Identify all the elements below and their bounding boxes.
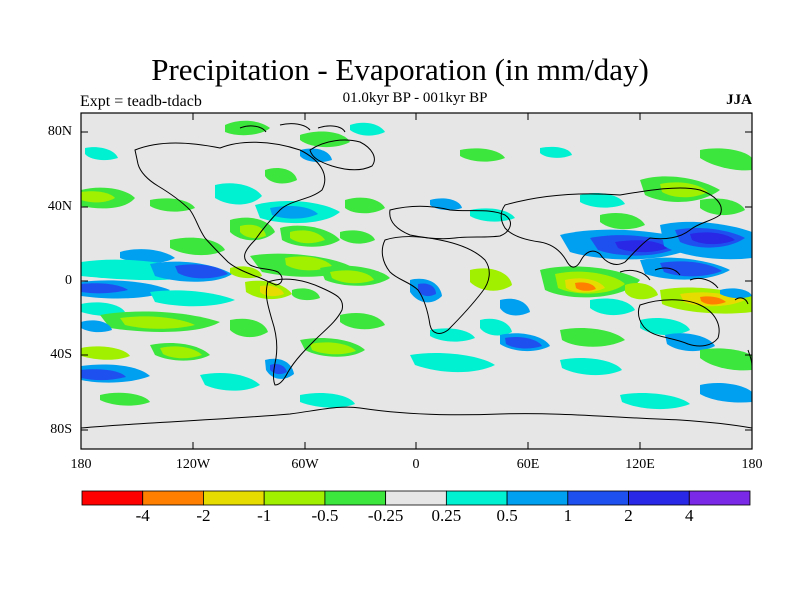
lon-label-0: 0	[412, 457, 420, 472]
colorbar-swatch	[628, 490, 690, 506]
chart-title: Precipitation - Evaporation (in mm/day)	[151, 52, 649, 87]
colorbar-label: 0.5	[496, 506, 518, 525]
colorbar-swatch	[203, 490, 265, 506]
colorbar-swatch	[81, 490, 144, 506]
lon-label-180e: 180	[741, 457, 763, 472]
colorbar-swatch	[445, 490, 508, 506]
lat-label-40n: 40N	[47, 199, 72, 214]
season-label: JJA	[726, 92, 752, 108]
colorbar-label: 2	[624, 506, 633, 525]
lon-label-180w: 180	[70, 457, 92, 472]
anomaly-field	[81, 120, 752, 410]
colorbar-label: 1	[563, 506, 573, 525]
colorbar-swatch	[688, 490, 751, 506]
colorbar-label: 0.25	[431, 506, 462, 525]
lon-label-120w: 120W	[175, 457, 211, 472]
colorbar-swatch	[142, 490, 204, 506]
lon-label-60e: 60E	[516, 457, 540, 472]
colorbar-swatch	[263, 490, 326, 506]
lon-label-60w: 60W	[291, 457, 319, 472]
colorbar-swatch	[324, 490, 387, 506]
colorbar	[81, 490, 751, 506]
lat-label-0: 0	[65, 273, 72, 288]
lat-label-80s: 80S	[50, 422, 72, 437]
colorbar-label: 4	[685, 506, 694, 525]
axis-ticks	[80, 113, 753, 449]
lat-label-40s: 40S	[50, 347, 72, 362]
colorbar-label: -0.25	[367, 506, 404, 525]
colorbar-label: -4	[135, 506, 150, 525]
lat-label-80n: 80N	[47, 124, 72, 139]
colorbar-label: -2	[196, 506, 211, 525]
colorbar-swatch	[567, 490, 629, 506]
chart-subtitle: 01.0kyr BP - 001kyr BP	[342, 90, 488, 106]
colorbar-label: -0.5	[311, 506, 339, 525]
colorbar-swatch	[385, 490, 447, 506]
lon-label-120e: 120E	[625, 457, 655, 472]
experiment-label: Expt = teadb-tdacb	[80, 93, 202, 110]
colorbar-label: -1	[257, 506, 272, 525]
colorbar-swatch	[506, 490, 569, 506]
